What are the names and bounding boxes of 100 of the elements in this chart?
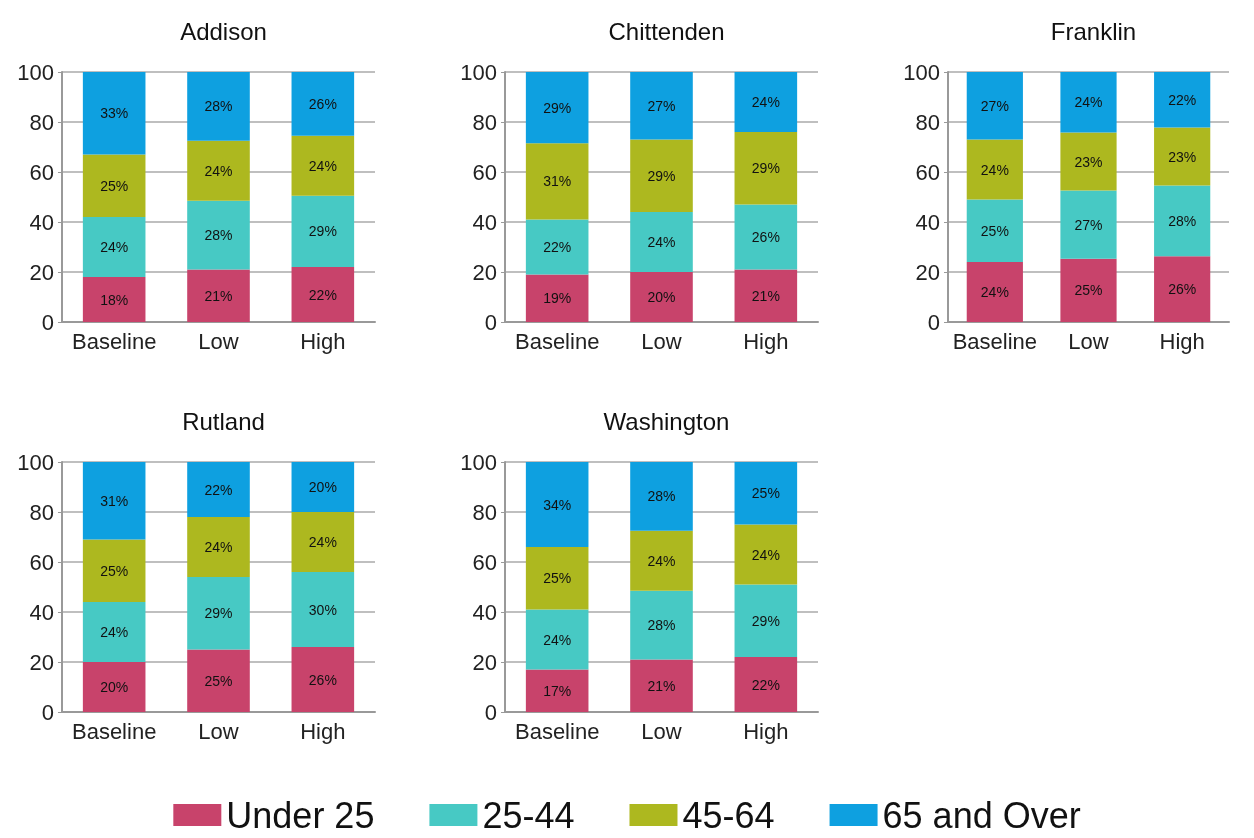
data-label: 24% — [980, 284, 1009, 300]
chart-title: Washington — [603, 407, 730, 435]
chart-title: Chittenden — [608, 17, 725, 45]
chart-title: Addison — [180, 17, 267, 45]
bar — [1060, 258, 1117, 322]
data-label: 31% — [543, 173, 572, 190]
data-label: 30% — [308, 601, 337, 618]
bar — [734, 524, 798, 585]
data-label: 25% — [100, 562, 129, 579]
bar — [187, 649, 250, 712]
bar — [82, 539, 146, 602]
bar — [291, 512, 355, 572]
bar — [525, 72, 589, 144]
y-tick-label: 80 — [29, 109, 54, 135]
data-label: 24% — [308, 157, 337, 174]
data-label: 24% — [204, 539, 233, 555]
y-tick-label: 80 — [915, 109, 940, 135]
bar — [291, 647, 355, 712]
bar — [291, 267, 355, 322]
bar — [82, 462, 146, 540]
bar — [1060, 190, 1117, 259]
x-tick-label: High — [743, 718, 789, 744]
chart-title: Rutland — [182, 407, 265, 435]
data-label: 24% — [204, 162, 233, 179]
x-tick-label: Baseline — [952, 328, 1038, 354]
bar — [966, 199, 1023, 262]
data-label: 18% — [100, 291, 129, 308]
data-label: 25% — [1074, 282, 1103, 299]
data-label: 29% — [204, 605, 233, 622]
data-label: 27% — [1074, 216, 1103, 233]
bar — [734, 584, 798, 657]
data-label: 24% — [647, 552, 676, 569]
bar — [525, 274, 589, 322]
data-label: 22% — [308, 286, 337, 303]
data-label: 29% — [751, 160, 780, 177]
bar — [291, 462, 355, 512]
data-label: 26% — [308, 95, 337, 112]
legend-label: 45-64 — [682, 794, 775, 836]
x-tick-label: Baseline — [71, 328, 157, 354]
y-tick-label: 60 — [29, 549, 54, 575]
data-label: 26% — [1168, 281, 1197, 298]
data-label: 23% — [1074, 153, 1103, 170]
bar — [734, 462, 798, 525]
data-label: 22% — [204, 481, 233, 498]
y-tick-label: 40 — [29, 599, 54, 625]
data-label: 20% — [647, 289, 676, 305]
data-label: 25% — [980, 222, 1009, 239]
bar — [630, 530, 693, 591]
y-tick-label: 20 — [29, 259, 54, 285]
bar — [82, 602, 146, 662]
y-tick-label: 0 — [41, 309, 54, 335]
bar — [187, 200, 250, 270]
bar — [525, 609, 589, 670]
bar — [525, 547, 589, 610]
y-tick-label: 100 — [460, 59, 497, 85]
bar — [525, 462, 589, 547]
bar — [630, 212, 693, 272]
data-label: 29% — [751, 612, 780, 629]
legend-label: 65 and Over — [882, 794, 1081, 836]
data-label: 21% — [751, 287, 780, 304]
data-label: 29% — [647, 167, 676, 184]
y-tick-label: 80 — [29, 499, 54, 525]
bar — [966, 72, 1023, 140]
bar — [1060, 132, 1117, 191]
data-label: 22% — [751, 676, 780, 693]
y-tick-label: 40 — [472, 209, 497, 235]
y-tick-label: 60 — [472, 549, 497, 575]
x-tick-label: High — [300, 718, 346, 744]
data-label: 24% — [308, 534, 337, 550]
y-tick-label: 40 — [29, 209, 54, 235]
data-label: 28% — [1168, 212, 1197, 229]
x-tick-label: High — [300, 328, 346, 354]
data-label: 27% — [647, 97, 676, 114]
bar — [966, 139, 1023, 200]
bar — [82, 217, 146, 277]
bar — [734, 132, 798, 205]
bar — [630, 272, 693, 322]
y-tick-label: 100 — [17, 59, 54, 85]
bar — [187, 269, 250, 322]
y-tick-label: 40 — [915, 209, 940, 235]
data-label: 24% — [751, 94, 780, 110]
bar — [734, 204, 798, 270]
x-tick-label: Low — [198, 718, 239, 744]
data-label: 28% — [204, 98, 233, 115]
y-tick-label: 20 — [472, 649, 497, 675]
bar — [734, 269, 798, 322]
y-tick-label: 0 — [484, 699, 497, 725]
bar — [734, 72, 798, 132]
bar — [525, 669, 589, 712]
y-tick-label: 80 — [472, 499, 497, 525]
data-label: 17% — [543, 682, 572, 699]
legend-label: Under 25 — [226, 794, 375, 836]
y-tick-label: 60 — [29, 159, 54, 185]
y-tick-label: 0 — [927, 309, 940, 335]
x-tick-label: Baseline — [514, 718, 600, 744]
y-tick-label: 20 — [915, 259, 940, 285]
data-label: 25% — [100, 177, 129, 194]
data-label: 21% — [647, 677, 676, 694]
data-label: 24% — [100, 624, 129, 640]
data-label: 24% — [543, 631, 572, 648]
